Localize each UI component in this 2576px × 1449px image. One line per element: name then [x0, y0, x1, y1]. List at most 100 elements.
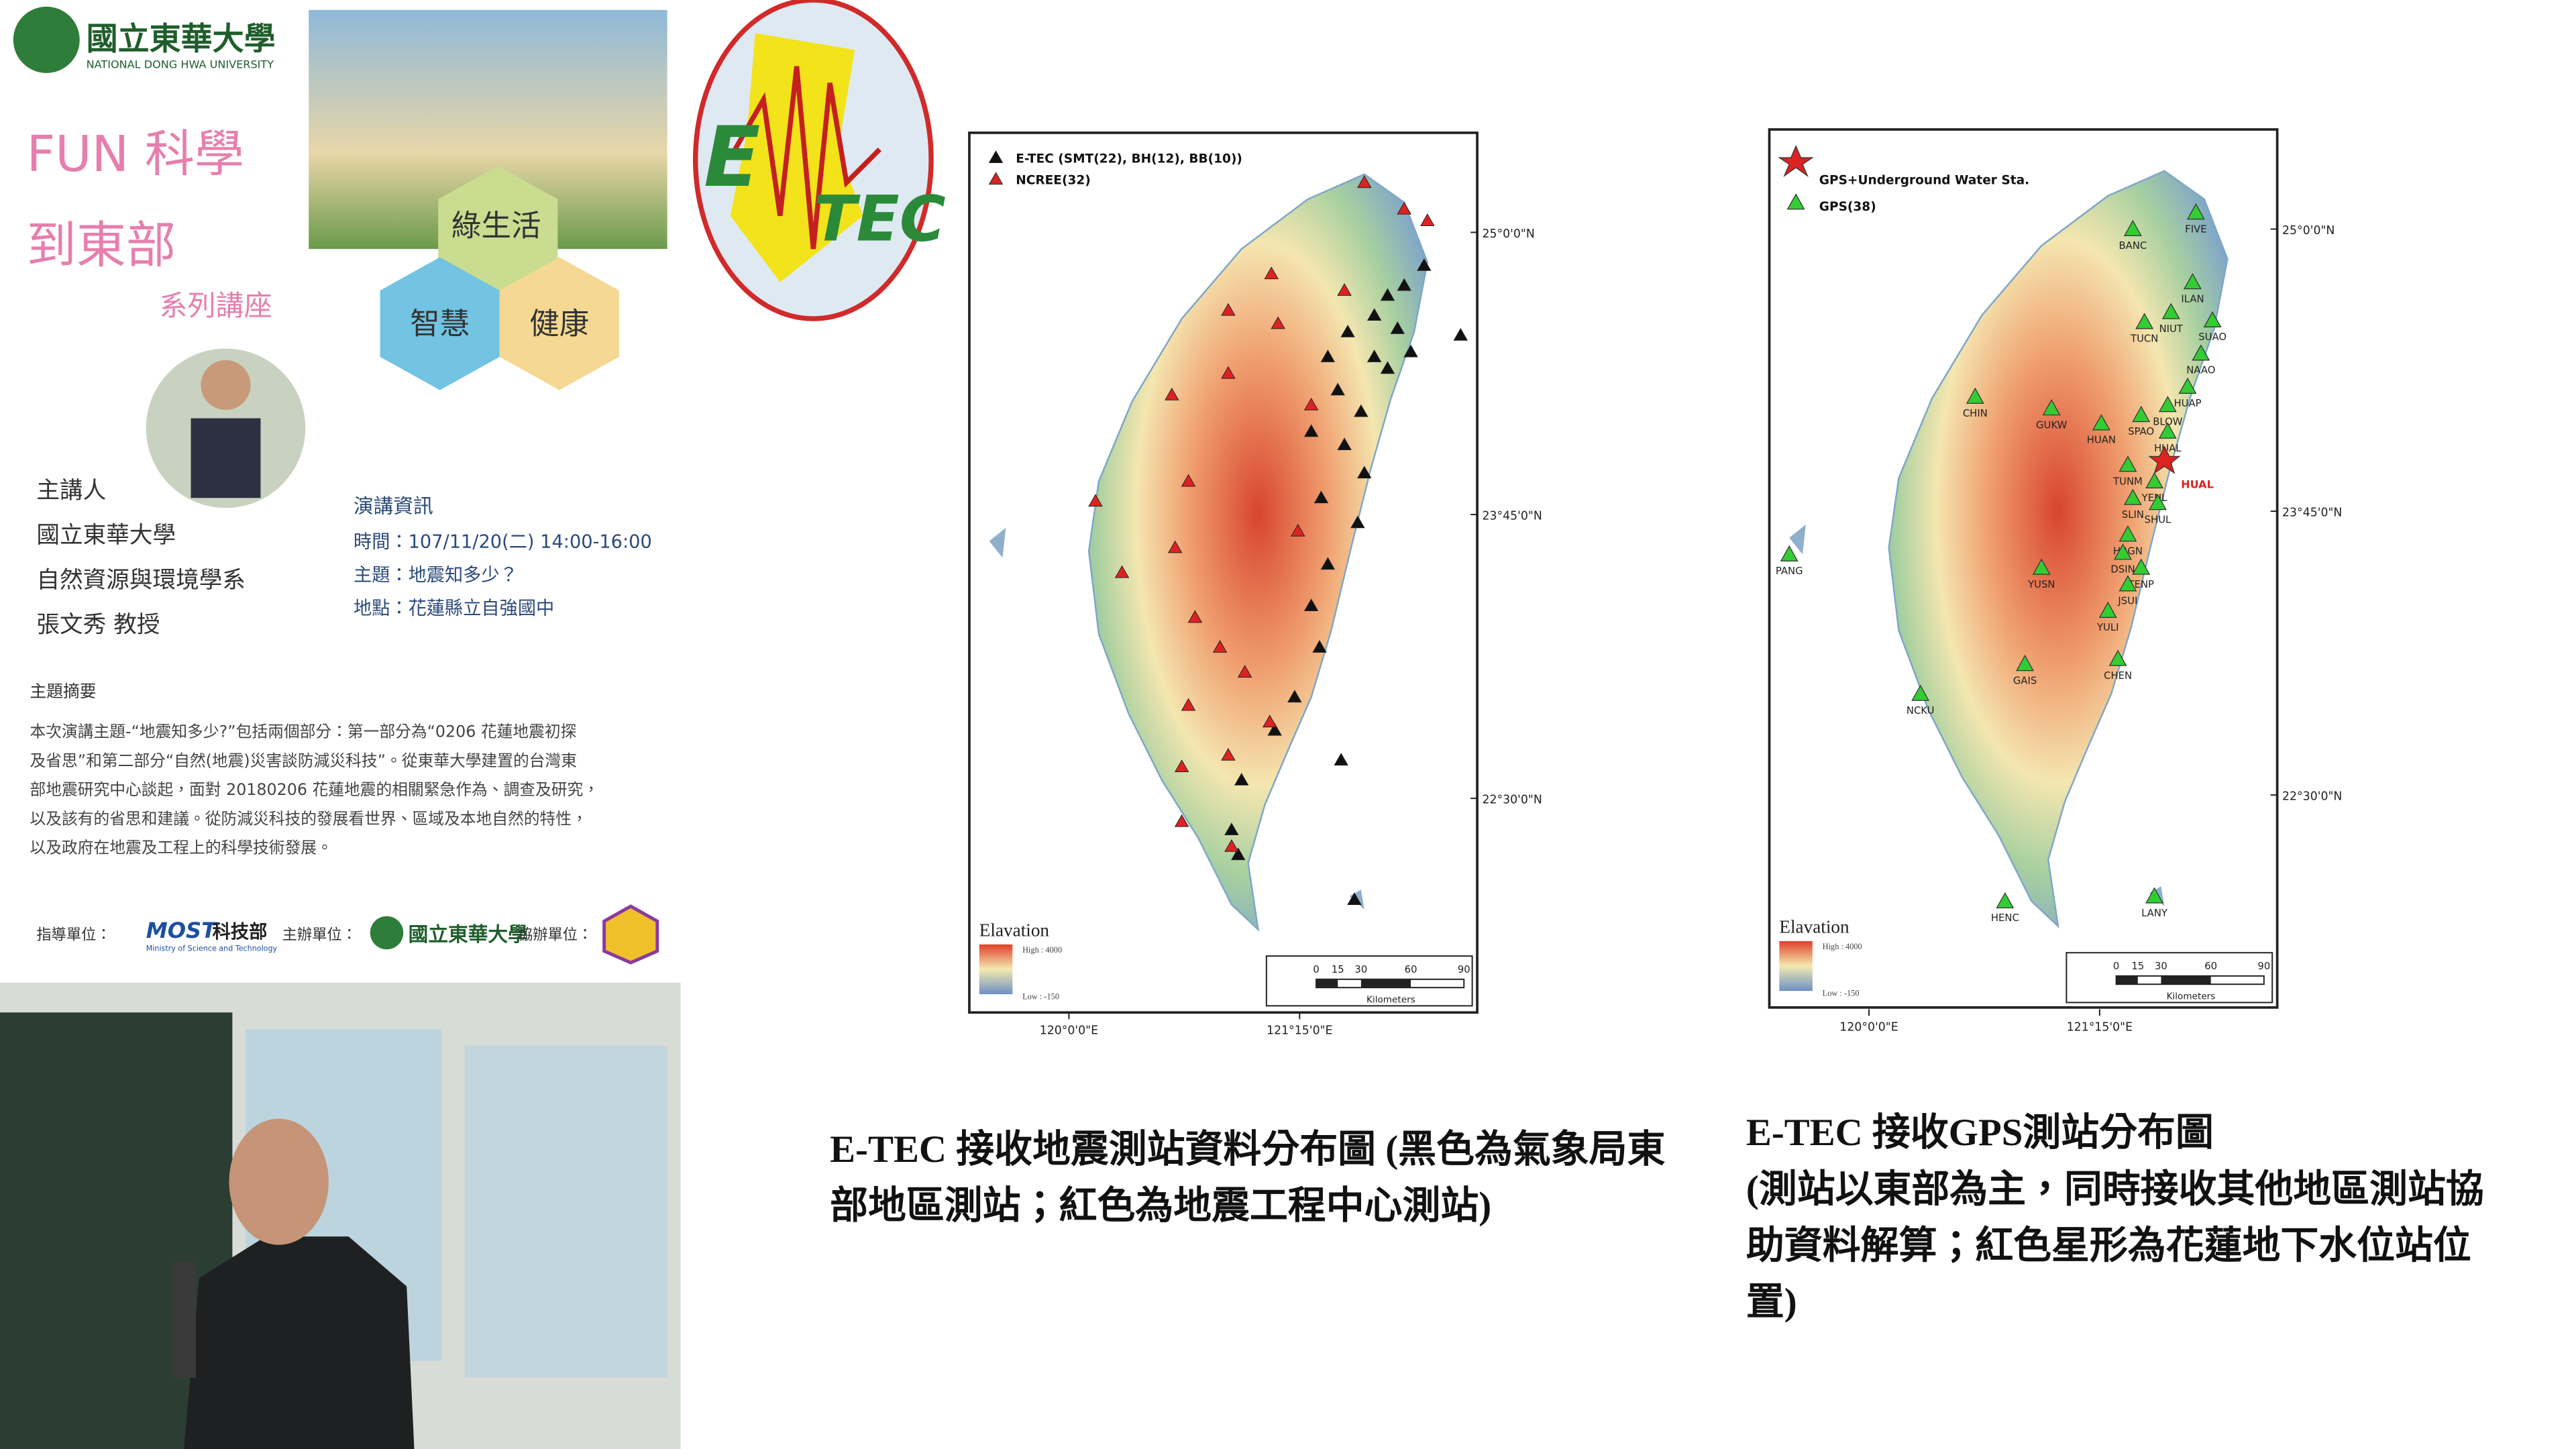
gps-station [1996, 892, 2015, 909]
theme: 智慧 [410, 306, 470, 341]
station [1420, 213, 1435, 226]
elevation-high: High : 4000 [1823, 942, 1862, 951]
sponsor-most-zh: 科技部 [213, 921, 268, 943]
station [1174, 814, 1189, 827]
gps-station [2192, 344, 2210, 361]
gps-station [2114, 543, 2132, 560]
lat-label: 23°45'0"N [2282, 506, 2342, 519]
station [1337, 437, 1352, 451]
station-label: NAAO [2186, 365, 2215, 376]
gps-station [2132, 405, 2151, 423]
lon-label: 121°15'0"E [2067, 1020, 2133, 1034]
gps-station [1780, 545, 1799, 561]
station-label: HUAL [2154, 443, 2182, 454]
station [1303, 598, 1319, 612]
station [1263, 714, 1277, 728]
station [1303, 424, 1319, 437]
elevation-low: Low : -150 [1022, 991, 1059, 1001]
station [1312, 640, 1327, 653]
speaker-head [201, 360, 251, 411]
gps-station [2123, 488, 2142, 505]
scale-label: 60 [2204, 961, 2217, 972]
station [1397, 201, 1411, 215]
gps-station [2184, 272, 2202, 290]
station [1403, 344, 1418, 358]
station [1330, 382, 1345, 396]
microphone [172, 1261, 196, 1378]
scale-label: 30 [2155, 961, 2167, 972]
station [1224, 839, 1239, 852]
theme: 綠生活 [451, 208, 541, 243]
station [1287, 690, 1302, 703]
station [1350, 515, 1365, 529]
gps-station [2203, 311, 2222, 328]
gps-station [1966, 387, 1984, 404]
poster-title: FUN 科學 [27, 125, 245, 183]
wall-poster [464, 1045, 667, 1378]
station-label: CHIN [1963, 408, 1988, 419]
gps-station [2145, 887, 2163, 904]
gps-station [2098, 601, 2117, 619]
gps-station [2161, 303, 2180, 319]
hexagon [438, 166, 558, 299]
legend-label: GPS+Underground Water Sta. [1819, 174, 2029, 188]
gps-station [2186, 203, 2205, 220]
station [1221, 366, 1236, 379]
elevation-title: Elavation [979, 920, 1050, 940]
station [1357, 175, 1372, 189]
station [1264, 266, 1279, 280]
lon-label: 120°0'0"E [1839, 1020, 1898, 1034]
station [1340, 324, 1355, 337]
station [1187, 610, 1203, 623]
station-label: FIVE [2185, 223, 2206, 235]
lat-label: 23°45'0"N [1482, 509, 1542, 523]
lon-label: 121°15'0"E [1267, 1024, 1332, 1037]
abstract-line: 及省思”和第二部分“自然(地震)災害談防減災科技”。從東華大學建置的台灣東 [30, 751, 577, 770]
station-label: TUNM [2112, 476, 2143, 487]
gps-station [2145, 472, 2163, 489]
caption: 助資料解算；紅色星形為花蓮地下水位站位 [1746, 1224, 2471, 1267]
station [1221, 303, 1236, 316]
scale-bar [1316, 979, 1338, 988]
gps-station [1911, 684, 1930, 701]
station [1337, 283, 1352, 296]
gps-station [2118, 575, 2137, 592]
gps-station [2118, 455, 2137, 472]
scale-bar [2161, 975, 2211, 985]
scale-unit: Kilometers [2167, 991, 2216, 1002]
caption: E-TEC 接收地震測站資料分布圖 (黑色為氣象局東 [830, 1128, 1665, 1171]
station [1380, 361, 1395, 374]
logo-left: E [704, 109, 761, 206]
station [1181, 474, 1196, 487]
station-label: YUSN [2027, 579, 2055, 590]
station-label: ILAN [2181, 293, 2204, 305]
hexagon [499, 257, 619, 390]
station [1181, 698, 1196, 711]
info-title: 演講資訊 [354, 495, 433, 519]
abstract-line: 以及該有的省思和建議。從防減災科技的發展看世界、區域及本地自然的特性， [30, 809, 588, 828]
elevation-title: Elavation [1779, 917, 1849, 937]
scale-label: 30 [1354, 964, 1367, 975]
gps-station [2042, 399, 2061, 416]
abstract-line: 以及政府在地震及工程上的科學技術發展。 [30, 839, 333, 857]
station [1320, 350, 1336, 362]
station [1366, 350, 1382, 362]
hexagon [380, 257, 500, 390]
info-line: 主題：地震知多少？ [354, 565, 518, 586]
legend-label: E-TEC (SMT(22), BH(12), BB(10)) [1016, 152, 1242, 166]
scale-label: 60 [1405, 964, 1417, 975]
station-label: NCKU [1907, 705, 1935, 716]
theme: 健康 [529, 306, 589, 341]
station-label: CHEN [2104, 670, 2132, 682]
abstract-title: 主題摘要 [30, 682, 97, 701]
station-label: DSIN [2110, 564, 2135, 576]
speaker-label: 主講人 [36, 477, 106, 504]
gps-station [2123, 219, 2142, 236]
station [1231, 847, 1246, 861]
lat-label: 22°30'0"N [1482, 794, 1542, 807]
station [1320, 557, 1336, 570]
station [1397, 278, 1411, 291]
lat-label: 22°30'0"N [2282, 790, 2342, 804]
gps-station [2178, 377, 2197, 394]
